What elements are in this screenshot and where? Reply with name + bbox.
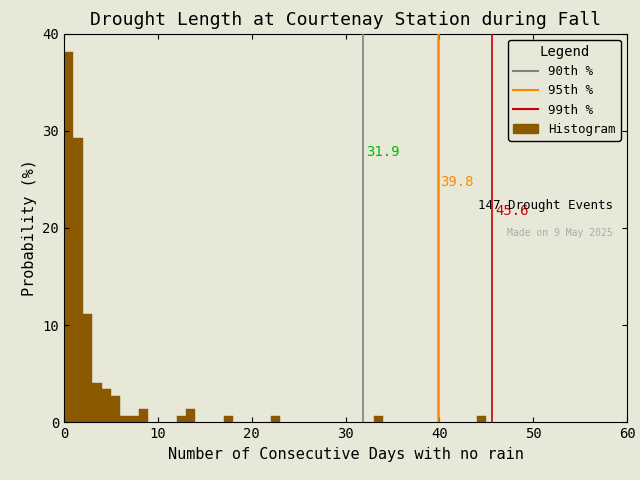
Bar	[477, 416, 486, 422]
Bar	[177, 416, 186, 422]
Bar	[111, 396, 120, 422]
Text: Made on 9 May 2025: Made on 9 May 2025	[508, 228, 613, 238]
Bar	[102, 389, 111, 422]
Text: 31.9: 31.9	[366, 145, 400, 159]
Text: 39.8: 39.8	[440, 175, 474, 189]
Bar	[74, 138, 83, 422]
Title: Drought Length at Courtenay Station during Fall: Drought Length at Courtenay Station duri…	[90, 11, 601, 29]
Bar	[120, 416, 130, 422]
Y-axis label: Probability (%): Probability (%)	[22, 159, 37, 297]
Bar	[271, 416, 280, 422]
Bar	[130, 416, 139, 422]
Bar	[83, 313, 92, 422]
Bar	[92, 383, 102, 422]
Bar	[64, 52, 74, 422]
Bar	[374, 416, 383, 422]
Bar	[186, 409, 195, 422]
Text: 147 Drought Events: 147 Drought Events	[478, 199, 613, 212]
Text: 45.6: 45.6	[496, 204, 529, 218]
Bar	[223, 416, 233, 422]
Bar	[139, 409, 148, 422]
Legend: 90th %, 95th %, 99th %, Histogram: 90th %, 95th %, 99th %, Histogram	[508, 40, 621, 141]
X-axis label: Number of Consecutive Days with no rain: Number of Consecutive Days with no rain	[168, 447, 524, 462]
